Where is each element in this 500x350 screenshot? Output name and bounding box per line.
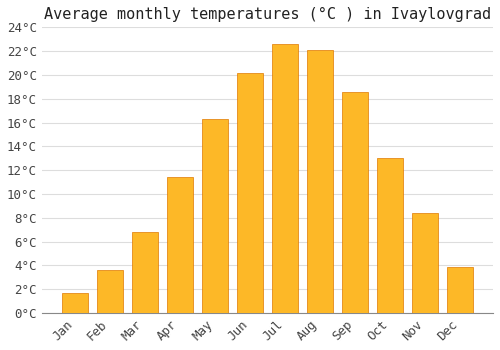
Bar <box>238 72 262 313</box>
Bar <box>168 177 192 313</box>
Bar <box>202 119 228 313</box>
Bar <box>272 44 297 313</box>
Bar <box>448 267 472 313</box>
Bar <box>308 50 332 313</box>
Bar <box>132 232 158 313</box>
Bar <box>98 270 122 313</box>
Bar <box>378 158 402 313</box>
Bar <box>342 92 367 313</box>
Bar <box>412 213 438 313</box>
Bar <box>62 293 88 313</box>
Title: Average monthly temperatures (°C ) in Ivaylovgrad: Average monthly temperatures (°C ) in Iv… <box>44 7 491 22</box>
